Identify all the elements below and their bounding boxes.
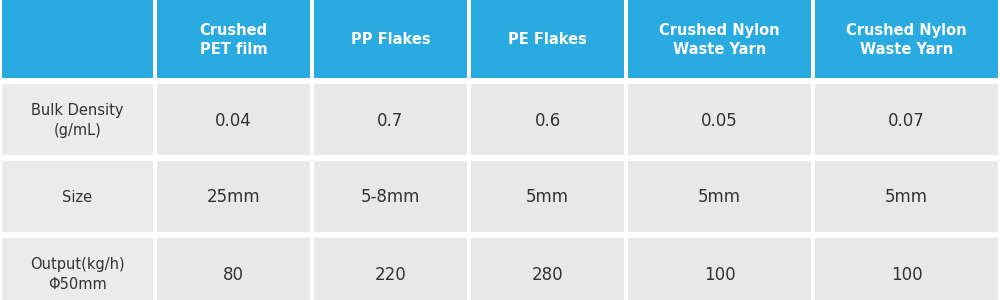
Text: 100: 100 bbox=[891, 266, 922, 284]
Bar bbox=[628, 238, 811, 300]
Text: 5mm: 5mm bbox=[885, 188, 928, 206]
Bar bbox=[815, 161, 998, 232]
Text: 100: 100 bbox=[704, 266, 735, 284]
Text: 25mm: 25mm bbox=[207, 188, 260, 206]
Text: Crushed Nylon
Waste Yarn: Crushed Nylon Waste Yarn bbox=[846, 22, 967, 57]
Bar bbox=[815, 0, 998, 78]
Bar bbox=[157, 238, 310, 300]
Bar bbox=[2, 238, 153, 300]
Text: Crushed Nylon
Waste Yarn: Crushed Nylon Waste Yarn bbox=[659, 22, 780, 57]
Bar bbox=[471, 84, 624, 155]
Text: PE Flakes: PE Flakes bbox=[508, 32, 587, 47]
Text: Size: Size bbox=[62, 190, 93, 205]
Bar bbox=[628, 84, 811, 155]
Text: 0.04: 0.04 bbox=[215, 112, 252, 130]
Bar bbox=[628, 0, 811, 78]
Text: Output(kg/h)
Φ50mm: Output(kg/h) Φ50mm bbox=[30, 257, 125, 292]
Text: 5mm: 5mm bbox=[526, 188, 569, 206]
Text: Crushed
PET film: Crushed PET film bbox=[199, 22, 268, 57]
Bar bbox=[628, 161, 811, 232]
Bar bbox=[815, 84, 998, 155]
Text: 5mm: 5mm bbox=[698, 188, 741, 206]
Bar bbox=[471, 161, 624, 232]
Text: Bulk Density
(g/mL): Bulk Density (g/mL) bbox=[31, 103, 124, 138]
Text: 5-8mm: 5-8mm bbox=[361, 188, 420, 206]
Bar bbox=[314, 84, 467, 155]
Text: 0.7: 0.7 bbox=[377, 112, 404, 130]
Text: 80: 80 bbox=[223, 266, 244, 284]
Text: PP Flakes: PP Flakes bbox=[351, 32, 430, 47]
Bar bbox=[471, 0, 624, 78]
Bar bbox=[314, 238, 467, 300]
Bar bbox=[2, 161, 153, 232]
Text: 0.07: 0.07 bbox=[888, 112, 925, 130]
Bar bbox=[157, 161, 310, 232]
Bar bbox=[157, 0, 310, 78]
Bar bbox=[157, 84, 310, 155]
Text: 220: 220 bbox=[375, 266, 406, 284]
Text: 0.6: 0.6 bbox=[534, 112, 561, 130]
Bar bbox=[314, 0, 467, 78]
Bar bbox=[2, 0, 153, 78]
Bar bbox=[471, 238, 624, 300]
Bar bbox=[815, 238, 998, 300]
Text: 280: 280 bbox=[532, 266, 563, 284]
Text: 0.05: 0.05 bbox=[701, 112, 738, 130]
Bar bbox=[2, 84, 153, 155]
Bar bbox=[314, 161, 467, 232]
